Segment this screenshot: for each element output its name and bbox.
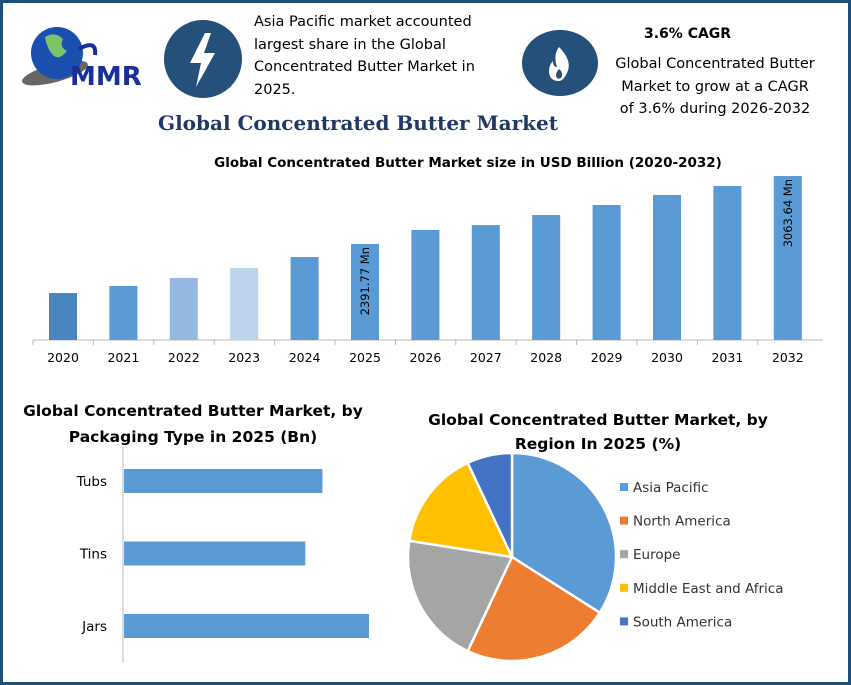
- x-tick-label-2031: 2031: [711, 350, 743, 365]
- bar-jars: [124, 614, 369, 638]
- x-tick-label-2024: 2024: [289, 350, 321, 365]
- x-tick-label-2025: 2025: [349, 350, 381, 365]
- region-chart-title: Global Concentrated Butter Market, by Re…: [428, 411, 768, 453]
- bar-chart-title: Global Concentrated Butter Market size i…: [214, 155, 722, 171]
- bar-2031: [713, 185, 742, 340]
- bar-tins: [124, 541, 306, 566]
- legend-swatch: [620, 583, 628, 592]
- bar-2030: [653, 194, 681, 340]
- bar-2024: [290, 257, 319, 340]
- packaging-chart-title: Global Concentrated Butter Market, by Pa…: [23, 402, 363, 446]
- bar-2027: [471, 225, 500, 340]
- x-tick-label-2027: 2027: [470, 350, 502, 365]
- legend-swatch: [620, 516, 628, 525]
- flame-icon: [522, 30, 598, 96]
- category-label-tins: Tins: [79, 547, 107, 563]
- category-label-jars: Jars: [81, 619, 107, 635]
- bar-2025: [351, 243, 379, 340]
- pie-slice-south-america: [466, 451, 514, 558]
- x-tick-label-2030: 2030: [651, 350, 683, 365]
- pie-slice-europe: [406, 539, 514, 653]
- legend-label: Europe: [633, 547, 680, 563]
- data-label-2025: 2391.77 Mn: [358, 247, 372, 315]
- legend-label: Middle East and Africa: [633, 581, 784, 597]
- x-tick-label-2032: 2032: [772, 350, 804, 365]
- x-tick-label-2022: 2022: [168, 350, 200, 365]
- cagr-heading: 3.6% CAGR: [644, 26, 732, 42]
- bar-2023: [230, 267, 259, 340]
- bar-2021: [109, 285, 138, 340]
- legend-label: North America: [633, 514, 731, 530]
- legend-swatch: [620, 483, 628, 491]
- logo-text: MMR: [70, 62, 142, 92]
- data-label-2032: 3063.64 Mn: [781, 179, 795, 247]
- legend-label: South America: [633, 614, 732, 630]
- x-tick-label-2028: 2028: [530, 350, 562, 365]
- bar-2029: [592, 205, 621, 340]
- x-tick-label-2029: 2029: [591, 350, 623, 365]
- bar-2026: [411, 230, 440, 340]
- x-tick-label-2020: 2020: [47, 350, 79, 365]
- market-size-bar-chart: 2020 2021 2022 2023 2024 2025 2391.77 Mn 2026 20…: [32, 176, 823, 365]
- x-tick-label-2026: 2026: [409, 350, 441, 365]
- bar-2028: [532, 215, 561, 340]
- legend-label: Asia Pacific: [633, 480, 709, 496]
- pie-slice-middle-east-and-africa: [407, 461, 515, 559]
- category-label-tubs: Tubs: [76, 474, 107, 490]
- cagr-text: Global Concentrated Butter Market to gro…: [615, 56, 815, 117]
- bar-tubs: [124, 469, 323, 493]
- mmr-logo: MMR: [22, 27, 142, 92]
- legend-swatch: [620, 617, 628, 626]
- bar-2032: [773, 176, 802, 340]
- bar-2020: [49, 293, 77, 340]
- legend-swatch: [620, 550, 628, 559]
- highlight-text: Asia Pacific market accounted largest sh…: [254, 14, 475, 98]
- main-title: Global Concentrated Butter Market: [157, 111, 558, 135]
- x-tick-label-2021: 2021: [107, 350, 139, 365]
- region-pie-chart: Asia Pacific North America Europe Middle Ea…: [406, 451, 784, 663]
- lightning-icon: [164, 20, 242, 98]
- bar-2022: [169, 277, 198, 340]
- x-tick-label-2023: 2023: [228, 350, 260, 365]
- packaging-bar-chart: Tubs Tins Jars: [76, 447, 369, 663]
